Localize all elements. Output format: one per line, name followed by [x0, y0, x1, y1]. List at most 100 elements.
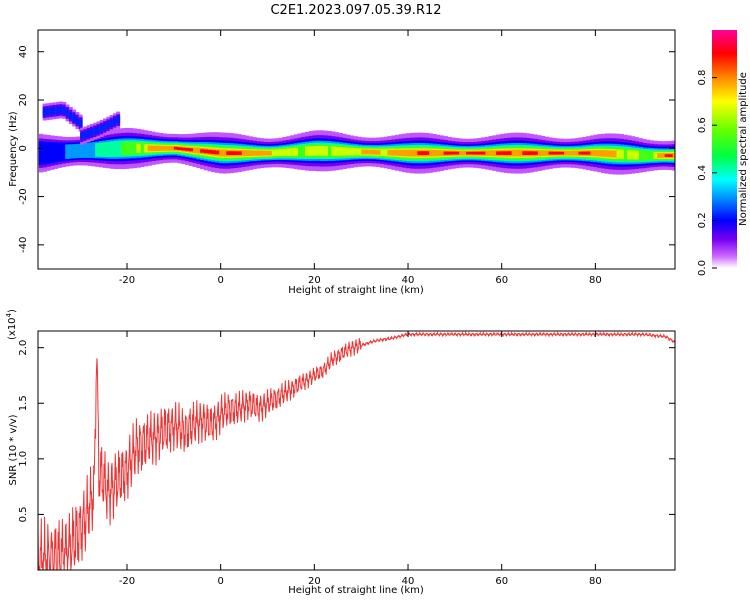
heatmap-cell	[286, 148, 291, 156]
heatmap-cell	[559, 151, 565, 155]
heatmap-cell	[271, 149, 276, 157]
heatmap-cell	[518, 149, 523, 157]
heatmap-branch-cell	[93, 127, 98, 135]
heatmap-branch-cell	[62, 107, 67, 114]
heatmap-cell	[364, 149, 370, 155]
heatmap-cell	[372, 149, 377, 155]
x-tick-label: 20	[308, 275, 321, 286]
heatmap-branch-cell	[65, 109, 70, 117]
heatmap-cell	[593, 150, 598, 157]
heatmap-cell	[342, 147, 347, 156]
heatmap-cell	[237, 151, 242, 155]
heatmap-branch-cell	[90, 129, 94, 136]
heatmap-branch-cell	[116, 116, 121, 124]
heatmap-cell	[361, 149, 366, 155]
heatmap-cell	[185, 148, 190, 151]
heatmap-cell	[424, 151, 430, 155]
heatmap-branch-0	[42, 101, 83, 132]
heatmap-branch-cell	[106, 121, 111, 129]
heatmap-cell	[649, 150, 654, 161]
svg-text:(x104): (x104)	[5, 309, 18, 340]
heatmap-branch-cell	[96, 126, 101, 134]
heatmap-cell	[46, 141, 51, 164]
y-tick-label: 20	[18, 94, 29, 107]
heatmap-cell	[248, 150, 254, 156]
heatmap-cell	[642, 150, 647, 161]
y-tick-label: 40	[18, 45, 29, 58]
x-tick-label: 60	[495, 576, 508, 587]
heatmap-cell	[143, 144, 149, 153]
heatmap-cell	[668, 154, 673, 157]
colorbar-tick-label: 0.6	[697, 117, 708, 133]
heatmap-cell	[177, 147, 182, 150]
heatmap-cell	[241, 150, 246, 157]
heatmap-branch-cell	[68, 112, 73, 119]
heatmap-cell	[443, 151, 448, 155]
heatmap-cell	[616, 149, 621, 159]
heatmap-branch-cell	[99, 125, 104, 132]
heatmap-frame	[37, 29, 676, 270]
heatmap-cell	[312, 146, 317, 156]
heatmap-cell	[293, 147, 298, 156]
heatmap-cell	[492, 150, 497, 157]
heatmap-cell	[571, 150, 576, 156]
colorbar-gradient	[712, 30, 737, 268]
heatmap-cell	[203, 149, 209, 154]
heatmap-cell	[50, 142, 55, 164]
heatmap-cell	[447, 151, 452, 155]
heatmap-cell	[65, 144, 70, 159]
heatmap-cell	[102, 142, 107, 157]
colorbar-tick-label: 0.4	[697, 165, 708, 181]
heatmap-cell	[61, 142, 66, 162]
heatmap-cell	[653, 152, 658, 159]
heatmap-cell	[409, 149, 415, 157]
heatmap-cell	[646, 150, 651, 161]
heatmap-cell	[589, 150, 595, 156]
heatmap-cell	[544, 150, 550, 156]
heatmap-cell	[95, 143, 100, 157]
heatmap-cell	[376, 149, 381, 155]
heatmap-cell	[586, 151, 591, 155]
heatmap-cell	[469, 151, 475, 155]
heatmap-cell	[436, 150, 441, 157]
heatmap-cell	[53, 142, 59, 163]
heatmap-cell	[537, 150, 542, 157]
heatmap-cell	[428, 149, 433, 157]
heatmap-cell	[353, 148, 358, 156]
colorbar-tick-label: 0.0	[697, 260, 708, 276]
heatmap-cell	[338, 147, 343, 156]
heatmap-ticks: -20 0 20 40 60 80 -40 -20 0 20 40	[18, 30, 675, 286]
heatmap-cell	[548, 151, 553, 155]
heatmap-cell	[110, 141, 115, 157]
heatmap-cell	[417, 151, 422, 156]
heatmap-cell	[260, 150, 265, 156]
x-tick-label: 0	[217, 275, 223, 286]
heatmap-cell	[215, 150, 220, 155]
heatmap-branch-cell	[46, 108, 50, 116]
heatmap-cell	[158, 145, 164, 151]
heatmap-cell	[106, 141, 111, 157]
heatmap-cell	[631, 150, 636, 160]
y-tick-label: 0	[18, 145, 29, 151]
heatmap-cell	[68, 144, 74, 159]
heatmap-cell	[398, 149, 403, 156]
heatmap-cell	[608, 150, 613, 158]
figure-title: C2E1.2023.097.05.39.R12	[270, 3, 441, 18]
heatmap-cell	[162, 145, 167, 151]
heatmap-cell	[563, 150, 568, 156]
heatmap-cell	[567, 150, 572, 156]
heatmap-cell	[252, 150, 257, 156]
colorbar-tick-label: 0.2	[697, 212, 708, 228]
heatmap-cell	[466, 151, 471, 155]
heatmap-marks	[38, 101, 675, 175]
heatmap-cell	[391, 149, 396, 156]
heatmap-cell	[196, 147, 201, 154]
heatmap-cell	[484, 150, 490, 156]
heatmap-cell	[612, 150, 617, 158]
heatmap-cell	[488, 150, 493, 156]
heatmap-cell	[170, 145, 175, 151]
heatmap-cell	[578, 151, 583, 155]
heatmap-branch-cell	[59, 106, 63, 114]
heatmap-cell	[462, 150, 467, 156]
